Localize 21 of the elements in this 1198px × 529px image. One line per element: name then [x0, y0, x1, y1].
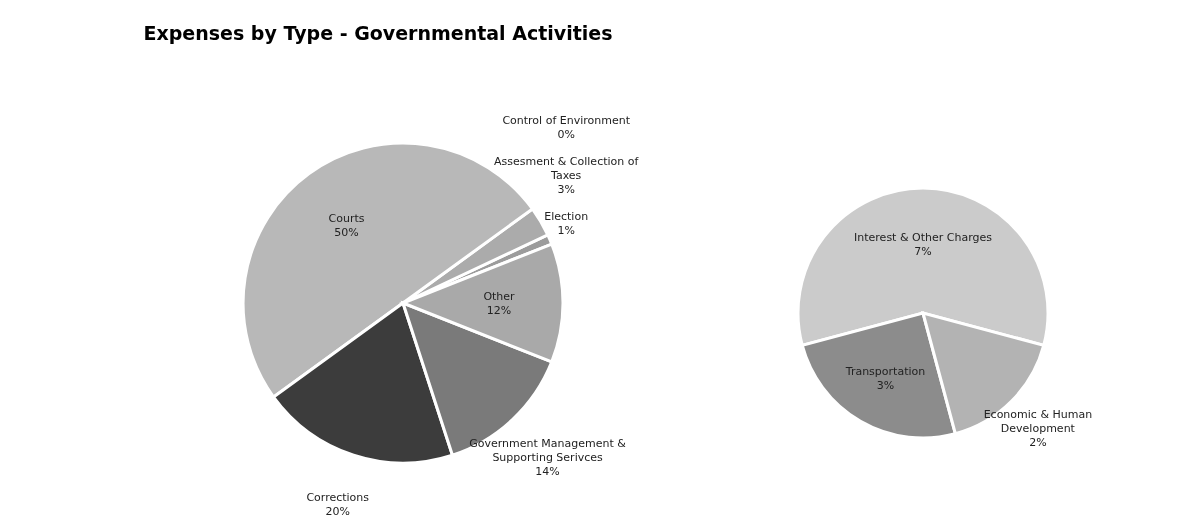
slice-label: Election [544, 210, 589, 223]
data-label: 7% [914, 245, 932, 259]
slice-label: Courts [328, 212, 365, 226]
slice-label: Government Management & Supporting Serivces [469, 436, 627, 464]
chart-title: Expenses by Type - Governmental Activities [142, 22, 614, 44]
data-label: 3% [557, 183, 575, 196]
slice-label: Corrections [306, 490, 370, 504]
category-label: Control of Environment [502, 114, 630, 127]
slice-label: Interest & Other Charges [854, 231, 993, 245]
data-label: 12% [486, 304, 512, 317]
data-label: 1% [557, 224, 575, 237]
slice-label: Economic & Human Development [983, 407, 1093, 435]
data-label: 14% [535, 464, 560, 478]
slice-label: Other [483, 290, 516, 303]
data-label: 3% [876, 378, 895, 392]
data-label: 50% [334, 226, 359, 240]
data-label: 2% [1029, 435, 1047, 449]
slice-label: Assesment & Collection of Taxes [494, 155, 640, 182]
slice-label: Transportation [844, 364, 926, 378]
data-label: 20% [325, 504, 350, 518]
text: 0% [557, 128, 575, 141]
